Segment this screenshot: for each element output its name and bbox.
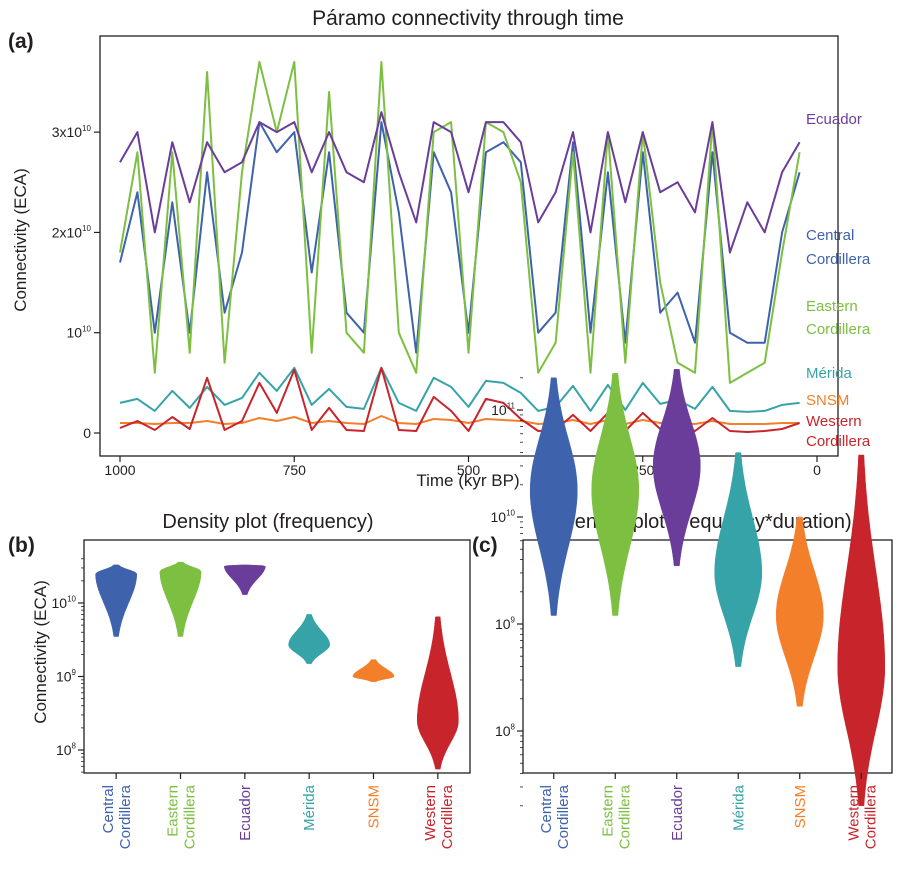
y-tick-label: 1011 [491,402,515,418]
y-tick-label: 3x1010 [52,124,92,140]
y-tick-label: 109 [495,616,516,632]
panel-c-violin-central-cordillera [529,377,578,616]
series-label: Cordillera [806,321,871,338]
y-tick-label: 1010 [52,595,77,611]
panel-c-violin-ecuador [652,369,701,567]
category-label: Ecuador [669,785,686,841]
x-tick-label: 500 [457,462,481,478]
x-tick-label: 750 [283,462,307,478]
category-label: WesternCordillera [422,784,456,849]
category-label: CentralCordillera [538,784,572,849]
series-line-western-cordillera [119,366,800,433]
y-tick-label: 2x1010 [52,224,92,240]
y-tick-label: 0 [83,425,91,441]
y-tick-label: 1010 [491,509,516,525]
panel-a-frame [99,35,839,457]
series-label: Central [806,227,854,244]
category-label: Ecuador [237,785,254,841]
panel-b-ylabel: Connectivity (ECA) [31,580,50,724]
panel-b-violin-western-cordillera [416,616,459,770]
panel-b-label: (b) [8,534,35,557]
panel-b-plot: 108 109 1010 CentralCordillera EasternCordil… [52,539,471,849]
series-line-eastern-cordillera [119,60,801,384]
panel-c-violin-eastern-cordillera [591,373,640,616]
series-line-ecuador [119,111,801,254]
panel-b-violin-eastern-cordillera [159,561,202,637]
y-tick-label: 108 [56,742,77,758]
category-label: Mérida [730,784,747,831]
x-tick-label: 1000 [104,462,135,478]
y-tick-label: 108 [495,723,516,739]
series-label: Western [806,413,862,430]
panel-b-frame [83,539,471,774]
y-tick-label: 1010 [67,324,92,340]
panel-c-violin-western-cordillera [837,454,886,807]
panel-a-title: Páramo connectivity through time [312,7,624,30]
series-label: Eastern [806,298,858,315]
series-line-central-cordillera [119,121,801,354]
panel-a-ylabel: Connectivity (ECA) [11,168,30,312]
series-label: Ecuador [806,111,862,128]
x-tick-label: 0 [813,462,821,478]
category-label: WesternCordillera [845,784,879,849]
panel-c-frame [522,539,893,774]
series-line-mérida [119,366,800,413]
category-label: EasternCordillera [165,784,199,849]
category-label: Mérida [301,784,318,831]
panel-a-plot: 1000 750 500 250 0010102x10103x1010CentralCo… [52,35,871,478]
category-label: SNSM [792,785,809,828]
panel-c-violin-mérida [714,452,763,667]
panel-b-violin-snsm [352,659,395,682]
category-label: SNSM [366,785,383,828]
series-label: SNSM [806,392,849,409]
panel-c-plot: 108 109 1010 1011 CentralCordillera EasternCo… [491,369,893,849]
category-label: CentralCordillera [100,784,134,849]
category-label: EasternCordillera [599,784,633,849]
series-label: Cordillera [806,433,871,450]
series-label: Cordillera [806,251,871,268]
panel-a-label: (a) [8,30,34,53]
y-tick-label: 109 [56,668,77,684]
panel-c-label: (c) [472,534,498,557]
panel-b-violin-ecuador [223,564,266,595]
panel-c-violin-snsm [775,516,824,707]
series-label: Mérida [806,365,853,382]
panel-a-xlabel: Time (kyr BP) [416,471,519,490]
panel-b-title: Density plot (frequency) [162,511,373,533]
panel-b-violin-mérida [288,614,331,664]
panel-b-violin-central-cordillera [95,564,138,637]
